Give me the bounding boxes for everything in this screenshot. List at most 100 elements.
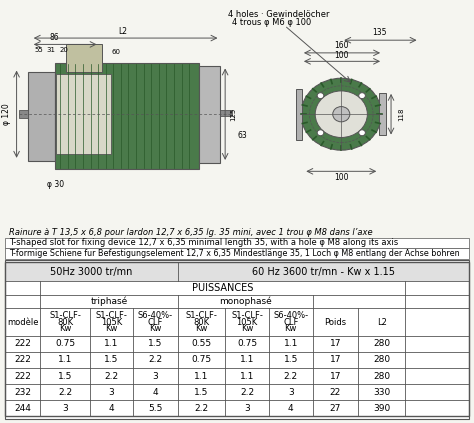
- Text: 27: 27: [330, 404, 341, 413]
- Polygon shape: [199, 66, 220, 163]
- Circle shape: [301, 78, 382, 150]
- Text: 3: 3: [62, 404, 68, 413]
- Text: 222: 222: [14, 339, 31, 349]
- Text: 1.5: 1.5: [58, 371, 73, 381]
- Text: 3: 3: [244, 404, 250, 413]
- Text: 17: 17: [329, 355, 341, 365]
- Text: 2.2: 2.2: [240, 387, 254, 397]
- Bar: [5, 229, 469, 238]
- Text: 86: 86: [50, 33, 59, 42]
- Polygon shape: [19, 110, 28, 118]
- Text: 80K: 80K: [57, 318, 73, 327]
- Circle shape: [317, 130, 324, 136]
- Text: φ 30: φ 30: [47, 180, 64, 189]
- Text: 0.55: 0.55: [191, 339, 211, 349]
- Text: 0.75: 0.75: [55, 339, 75, 349]
- Text: 280: 280: [373, 355, 390, 365]
- Text: 2.2: 2.2: [104, 371, 118, 381]
- Text: 0.75: 0.75: [191, 355, 211, 365]
- Text: 125: 125: [230, 107, 236, 121]
- Text: 0.75: 0.75: [237, 339, 257, 349]
- Text: T-formige Schiene fur Befestigungselement 12,7 x 6,35 Mindestlänge 35, 1 Loch φ : T-formige Schiene fur Befestigungselemen…: [9, 249, 460, 258]
- Circle shape: [359, 130, 365, 136]
- Circle shape: [317, 93, 324, 99]
- Bar: [5, 248, 469, 259]
- Text: S1-CLF-: S1-CLF-: [49, 311, 81, 320]
- Text: 135: 135: [372, 28, 386, 37]
- Text: PUISSANCES: PUISSANCES: [192, 283, 254, 293]
- Text: 160: 160: [334, 41, 348, 50]
- Text: CLF: CLF: [283, 318, 299, 327]
- Text: 1.5: 1.5: [104, 355, 118, 365]
- Text: Kw: Kw: [241, 324, 253, 333]
- Text: 80K: 80K: [193, 318, 210, 327]
- Text: L2: L2: [119, 27, 128, 36]
- Text: 4 holes · Gewindelöcher: 4 holes · Gewindelöcher: [228, 10, 329, 19]
- Text: S1-CLF-: S1-CLF-: [185, 311, 218, 320]
- Text: 4 trous φ M6 φ 100: 4 trous φ M6 φ 100: [232, 18, 311, 27]
- Text: 4: 4: [288, 404, 293, 413]
- Text: S1-CLF-: S1-CLF-: [231, 311, 263, 320]
- Text: S1-CLF-: S1-CLF-: [95, 311, 128, 320]
- Text: 280: 280: [373, 371, 390, 381]
- Text: Poids: Poids: [324, 318, 346, 327]
- Bar: [5, 262, 178, 281]
- Text: CLF: CLF: [147, 318, 163, 327]
- Text: 55: 55: [35, 47, 43, 53]
- Text: 1.5: 1.5: [283, 355, 298, 365]
- Polygon shape: [66, 44, 102, 72]
- Text: Kw: Kw: [59, 324, 72, 333]
- Text: Rainure à T 13,5 x 6,8 pour lardon 12,7 x 6,35 lg. 35 mini, avec 1 trou φ M8 dan: Rainure à T 13,5 x 6,8 pour lardon 12,7 …: [9, 228, 373, 237]
- Text: 17: 17: [329, 371, 341, 381]
- Polygon shape: [55, 63, 199, 169]
- Text: Kw: Kw: [105, 324, 118, 333]
- Text: 1.1: 1.1: [104, 339, 118, 349]
- Text: L2: L2: [377, 318, 386, 327]
- Text: 1.1: 1.1: [283, 339, 298, 349]
- Text: 4: 4: [109, 404, 114, 413]
- Text: 22: 22: [330, 387, 341, 397]
- Text: monophasé: monophasé: [219, 297, 272, 306]
- Bar: [178, 262, 469, 281]
- Text: 60: 60: [112, 49, 120, 55]
- Text: 232: 232: [14, 387, 31, 397]
- Text: 50Hz 3000 tr/mn: 50Hz 3000 tr/mn: [50, 267, 132, 277]
- Text: 1.1: 1.1: [194, 371, 209, 381]
- Circle shape: [333, 107, 350, 122]
- Text: T-shaped slot for fixing device 12,7 x 6,35 minimal length 35, with a hole φ M8 : T-shaped slot for fixing device 12,7 x 6…: [9, 238, 399, 247]
- Text: 17: 17: [329, 339, 341, 349]
- Text: modèle: modèle: [7, 318, 38, 327]
- Text: 5.5: 5.5: [148, 404, 163, 413]
- Circle shape: [359, 93, 365, 99]
- Text: 100: 100: [334, 52, 348, 60]
- Text: 1.1: 1.1: [240, 355, 254, 365]
- Text: triphasé: triphasé: [91, 297, 128, 306]
- Polygon shape: [56, 74, 111, 154]
- Text: 280: 280: [373, 339, 390, 349]
- Text: 1.1: 1.1: [240, 371, 254, 381]
- Text: 244: 244: [14, 404, 31, 413]
- Text: 1.1: 1.1: [58, 355, 73, 365]
- Text: 3: 3: [152, 371, 158, 381]
- Text: 63: 63: [237, 131, 247, 140]
- Polygon shape: [379, 93, 386, 135]
- Text: 390: 390: [373, 404, 390, 413]
- Text: 330: 330: [373, 387, 390, 397]
- Text: 3: 3: [288, 387, 294, 397]
- Text: 1.5: 1.5: [194, 387, 209, 397]
- Bar: [5, 262, 469, 416]
- Text: 105K: 105K: [101, 318, 122, 327]
- Text: 222: 222: [14, 355, 31, 365]
- Circle shape: [315, 91, 367, 137]
- Text: 31: 31: [47, 47, 55, 53]
- Bar: [5, 260, 469, 419]
- Text: 222: 222: [14, 371, 31, 381]
- Text: 2.2: 2.2: [194, 404, 209, 413]
- Text: 3: 3: [109, 387, 114, 397]
- Text: 118: 118: [398, 107, 404, 121]
- Polygon shape: [220, 110, 232, 116]
- Bar: [5, 238, 469, 248]
- Text: 4: 4: [153, 387, 158, 397]
- Text: 105K: 105K: [237, 318, 257, 327]
- Polygon shape: [296, 89, 302, 140]
